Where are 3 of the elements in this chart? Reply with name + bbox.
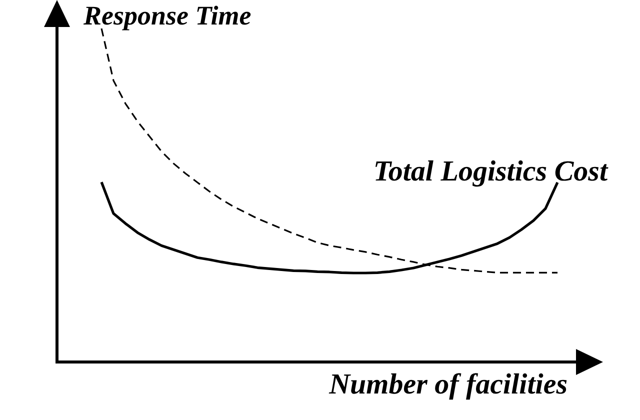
x-axis-title: Number of facilities <box>328 368 568 400</box>
series-label: Total Logistics Cost <box>373 155 608 188</box>
y-axis-title: Response Time <box>82 0 252 30</box>
